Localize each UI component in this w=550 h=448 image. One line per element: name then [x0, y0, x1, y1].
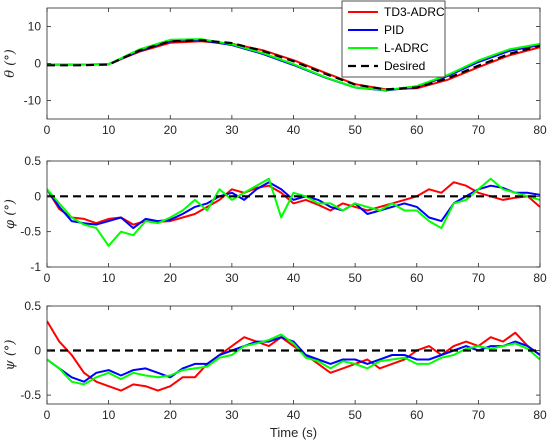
x-tick-label: 30	[225, 271, 239, 285]
legend-label: TD3-ADRC	[384, 5, 445, 19]
legend: TD3-ADRC PID L-ADRC Desired	[341, 0, 446, 78]
x-tick-label: 50	[348, 271, 362, 285]
y-tick-label: 0	[34, 344, 41, 358]
y-tick-label: -10	[24, 94, 42, 108]
y-tick-label: 0	[34, 57, 41, 71]
x-tick-label: 80	[533, 271, 547, 285]
x-tick-label: 50	[348, 123, 362, 137]
x-tick-label: 20	[164, 271, 178, 285]
legend-label: L-ADRC	[384, 41, 429, 55]
axes-frame	[46, 160, 541, 268]
y-tick-label: -0.5	[20, 225, 41, 239]
x-tick-label: 60	[410, 408, 424, 422]
series-line-td3-adrc	[47, 320, 540, 392]
x-tick-label: 0	[44, 123, 51, 137]
x-tick-label: 70	[472, 271, 486, 285]
theta-panel: 0 10 20 30 40 50 60 70 80 -10 0 10 θ (°) TD3-ADRC PID L…	[3, 0, 547, 137]
series-line-l-adrc	[47, 177, 540, 247]
x-tick-label: 20	[164, 123, 178, 137]
x-tick-label: 70	[472, 123, 486, 137]
legend-label: Desired	[384, 59, 425, 73]
y-tick-label: 10	[28, 20, 42, 34]
y-tick-label: -0.5	[20, 388, 41, 402]
series-line-l-adrc	[47, 333, 540, 386]
series-line-l-adrc	[47, 38, 540, 92]
y-axis-label: φ (°)	[3, 199, 18, 229]
series-line-pid	[47, 181, 540, 230]
psi-panel: 0 10 20 30 40 50 60 70 80-0.500.5ψ (°)Time (s)	[3, 299, 547, 440]
series-line-pid	[47, 336, 540, 383]
x-tick-label: 70	[472, 408, 486, 422]
x-tick-label: 10	[102, 408, 116, 422]
axes-frame	[46, 305, 541, 405]
x-tick-label: 40	[287, 123, 301, 137]
y-tick-label: 0	[34, 189, 41, 203]
x-tick-label: 10	[102, 123, 116, 137]
series-line-desired	[47, 39, 540, 91]
x-tick-label: 20	[164, 408, 178, 422]
x-tick-label: 0	[44, 408, 51, 422]
x-tick-label: 60	[410, 123, 424, 137]
x-tick-label: 60	[410, 271, 424, 285]
y-tick-label: -1	[30, 260, 41, 274]
x-axis-label: Time (s)	[270, 425, 317, 440]
x-tick-label: 30	[225, 123, 239, 137]
x-tick-label: 40	[287, 271, 301, 285]
legend-label: PID	[384, 23, 404, 37]
x-tick-label: 0	[44, 271, 51, 285]
y-axis-label: θ (°)	[3, 49, 18, 78]
x-tick-label: 50	[348, 408, 362, 422]
phi-panel: 0 10 20 30 40 50 60 70 80 -1 -0.5 0 0.5 φ (°)	[3, 154, 547, 285]
y-tick-label: 0.5	[24, 299, 41, 313]
y-axis-label: ψ (°)	[3, 340, 18, 371]
legend-box	[341, 0, 446, 78]
x-tick-label: 80	[533, 408, 547, 422]
y-tick-label: 0.5	[24, 154, 41, 168]
x-tick-label: 40	[287, 408, 301, 422]
x-tick-label: 80	[533, 123, 547, 137]
series-line-td3-adrc	[47, 181, 540, 226]
x-tick-label: 30	[225, 408, 239, 422]
x-tick-label: 10	[102, 271, 116, 285]
